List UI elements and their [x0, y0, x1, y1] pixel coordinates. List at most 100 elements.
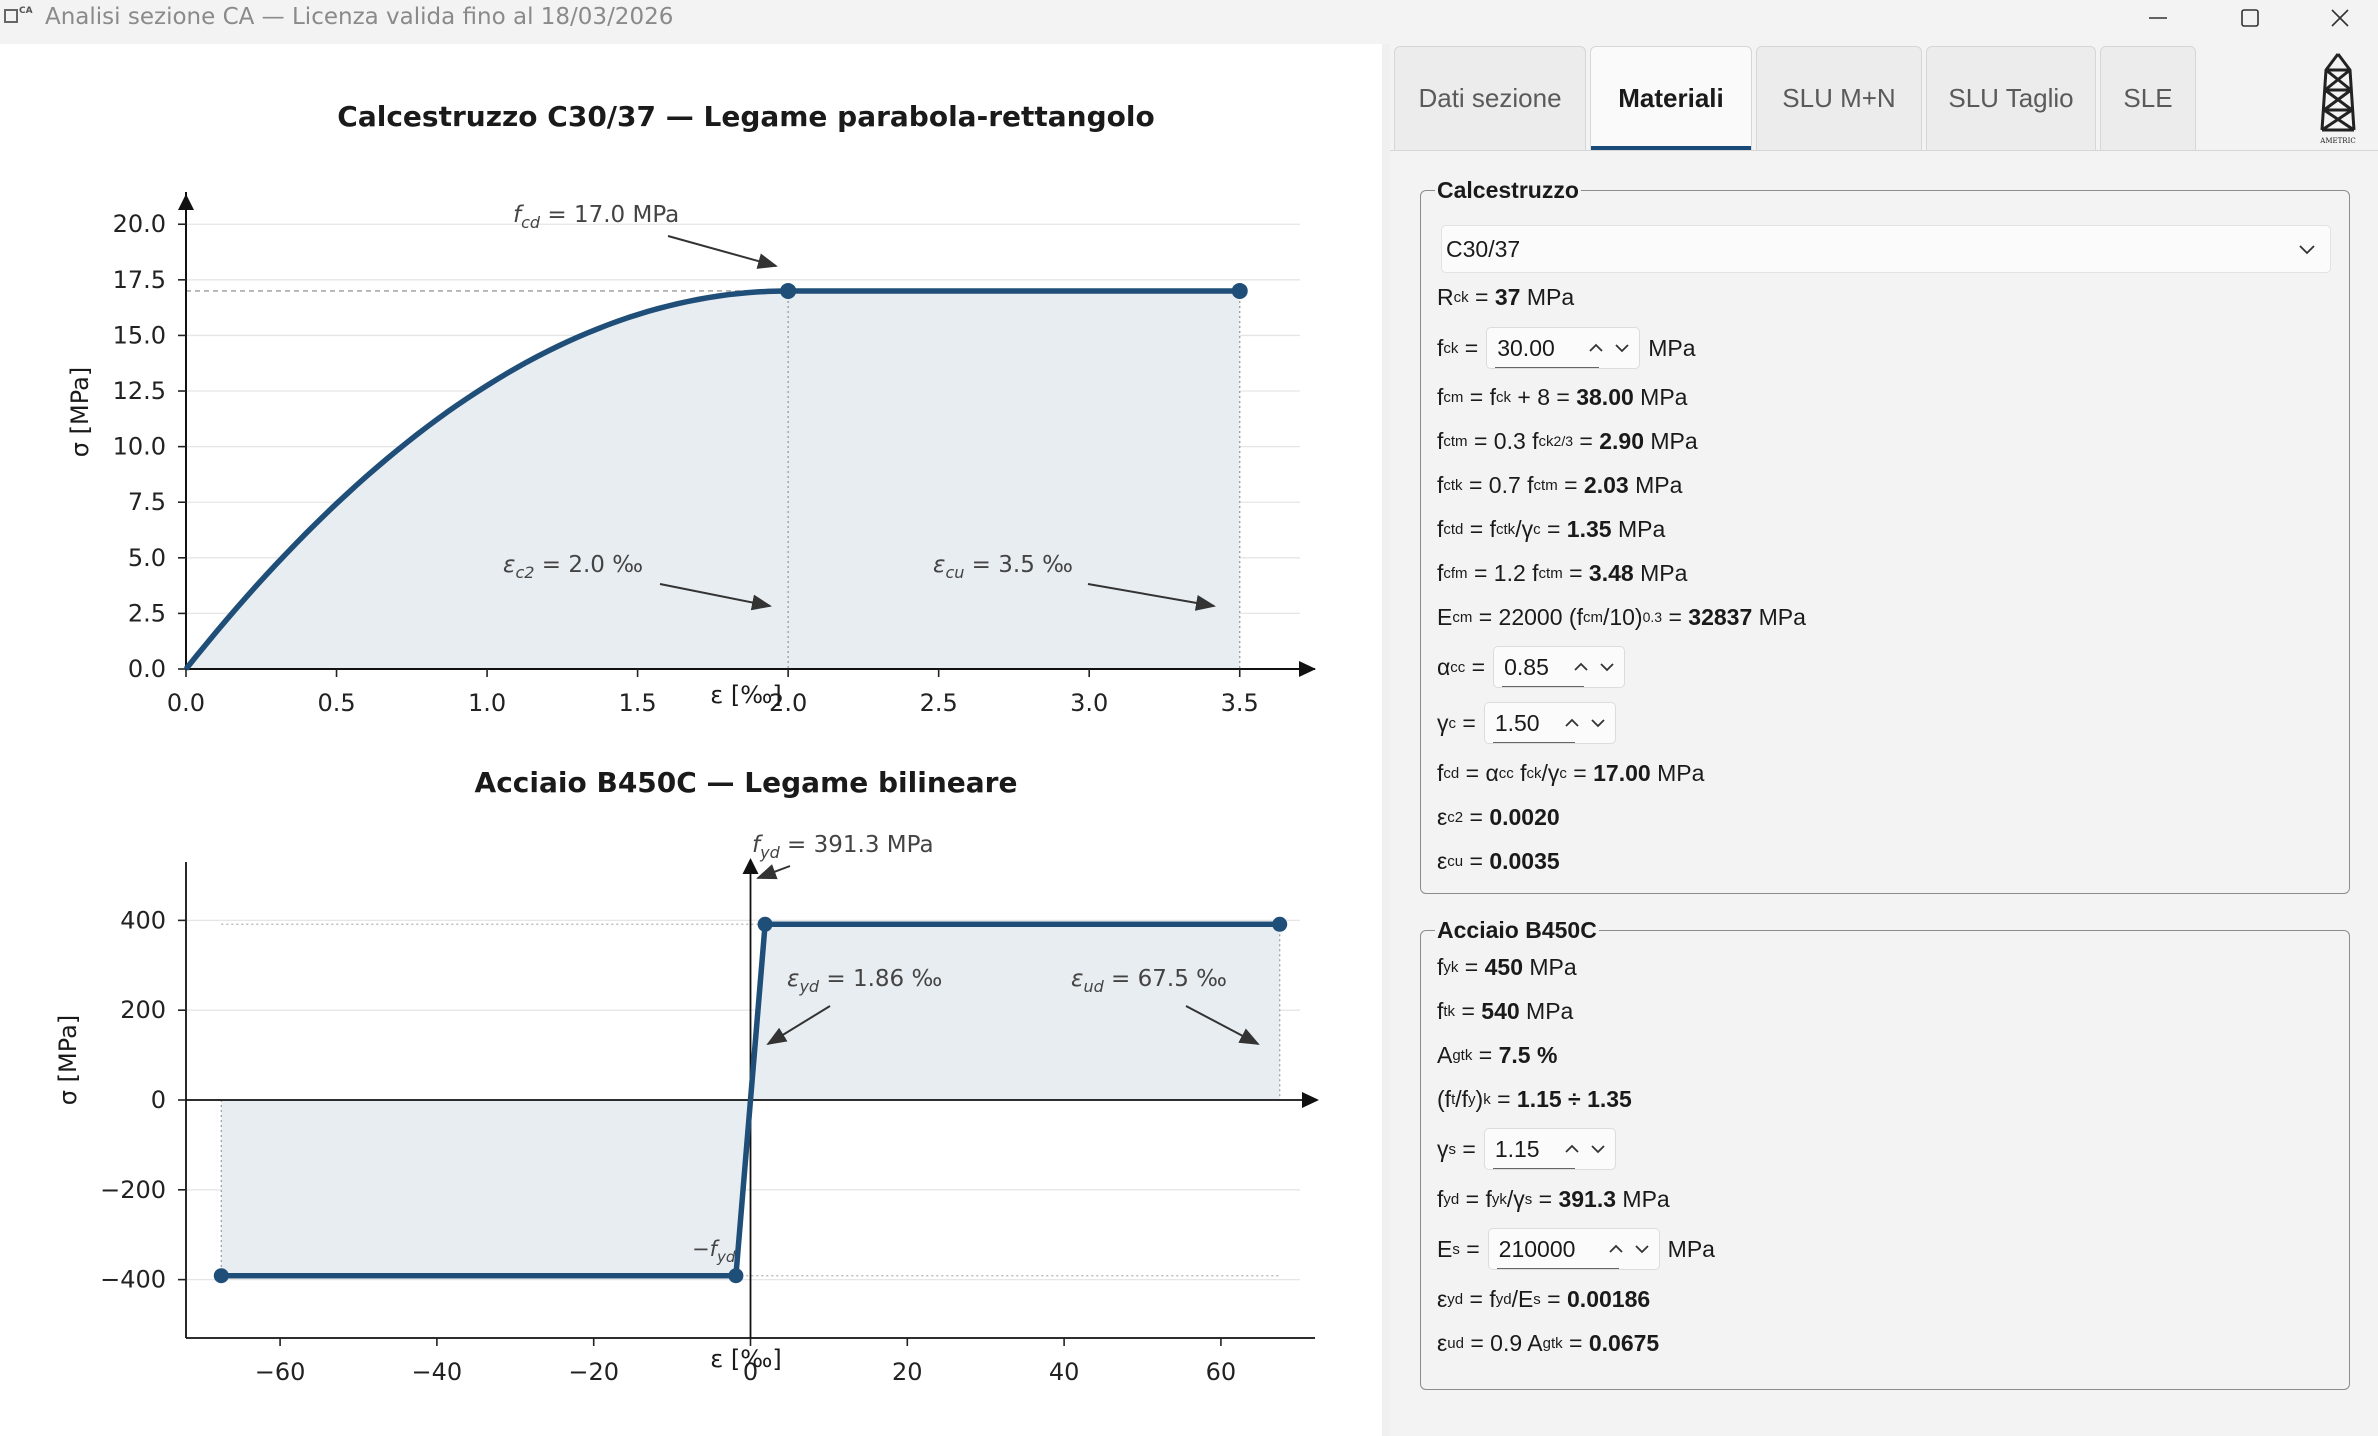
y-tick-label: 17.5	[113, 266, 166, 294]
window-title: Analisi sezione CA — Licenza valida fino…	[45, 4, 674, 30]
x-tick-label: −40	[412, 1358, 463, 1386]
x-tick-label: 0.0	[167, 689, 205, 717]
fcm-row: f cm = f ck + 8 = 38.00 MPa	[1437, 383, 1688, 410]
x-tick-label: 20	[892, 1358, 923, 1386]
gamma-c-spinbox[interactable]: 1.50	[1483, 702, 1616, 744]
svg-text:εud = 67.5 ‰: εud = 67.5 ‰	[1071, 966, 1227, 996]
annotation-minus-fyd: −fyd	[692, 1237, 736, 1266]
y-tick-label: −400	[100, 1266, 166, 1294]
annotation-fyd: fyd = 391.3 MPa	[752, 832, 934, 880]
maximize-button[interactable]	[2215, 0, 2285, 36]
concrete-ylabel: σ [MPa]	[66, 367, 94, 457]
eps-c2-row: ε c2 = 0.0020	[1437, 803, 1560, 830]
alpha-cc-spinbox[interactable]: 0.85	[1493, 646, 1626, 688]
svg-text:εcu = 3.5 ‰: εcu = 3.5 ‰	[933, 552, 1073, 582]
chevron-up-icon[interactable]	[1572, 658, 1590, 676]
svg-text:εyd = 1.86 ‰: εyd = 1.86 ‰	[787, 966, 942, 996]
concrete-chart-title: Calcestruzzo C30/37 — Legame parabola-re…	[337, 100, 1154, 133]
app-icon: CA	[4, 6, 34, 28]
tab-slu-mn[interactable]: SLU M+N	[1756, 46, 1922, 150]
concrete-chart: Calcestruzzo C30/37 — Legame parabola-re…	[66, 100, 1316, 717]
fctd-row: f ctd = f ctk/γ c = 1.35 MPa	[1437, 515, 1666, 542]
x-tick-label: −20	[568, 1358, 619, 1386]
x-tick-label: 0	[743, 1358, 758, 1386]
title-bar: CA Analisi sezione CA — Licenza valida f…	[0, 0, 2378, 44]
chevron-up-icon[interactable]	[1607, 1240, 1625, 1258]
concrete-class-value: C30/37	[1446, 235, 1521, 262]
tab-slu-taglio[interactable]: SLU Taglio	[1926, 46, 2096, 150]
splitter[interactable]	[1382, 44, 1390, 1436]
annotation-eps-ud: εud = 67.5 ‰	[1071, 966, 1260, 1045]
fyk-row: f yk = 450 MPa	[1437, 953, 1577, 980]
chevron-down-icon[interactable]	[1589, 714, 1607, 732]
fck-spinbox[interactable]: 30.00	[1486, 327, 1641, 369]
data-point	[757, 916, 773, 932]
chevron-down-icon[interactable]	[1589, 1140, 1607, 1158]
steel-ylabel: σ [MPa]	[54, 1015, 82, 1105]
x-tick-label: 60	[1206, 1358, 1237, 1386]
chevron-up-icon[interactable]	[1563, 714, 1581, 732]
alpha-cc-row: α cc = 0.85	[1437, 643, 1633, 691]
fyd-row: f yd = f yk/γ s = 391.3 MPa	[1437, 1185, 1670, 1212]
close-icon	[2331, 9, 2349, 27]
chevron-down-icon[interactable]	[1598, 658, 1616, 676]
x-tick-label: 3.5	[1221, 689, 1259, 717]
data-point	[1272, 916, 1288, 932]
eps-cu-row: ε cu = 0.0035	[1437, 847, 1560, 874]
steel-curve	[221, 921, 1280, 1279]
concrete-xlabel: ε [‰]	[710, 681, 782, 709]
gamma-s-spinbox[interactable]: 1.15	[1483, 1128, 1616, 1170]
fck-row: f ck = 30.00 MPa	[1437, 324, 1696, 372]
tab-bar: Dati sezione Materiali SLU M+N SLU Tagli…	[1390, 44, 2378, 152]
x-axis-arrow	[1302, 1092, 1319, 1108]
x-tick-label: 2.0	[769, 689, 807, 717]
charts-canvas: Calcestruzzo C30/37 — Legame parabola-re…	[54, 100, 1319, 1386]
concrete-class-select[interactable]: C30/37	[1441, 225, 2331, 273]
y-tick-label: 20.0	[113, 210, 166, 238]
svg-text:−fyd: −fyd	[692, 1237, 736, 1266]
ft-fy-ratio-row: (f t/f y) k = 1.15 ÷ 1.35	[1437, 1085, 1632, 1112]
annotation-eps-yd: εyd = 1.86 ‰	[766, 966, 942, 1046]
x-tick-label: 3.0	[1070, 689, 1108, 717]
tab-materiali[interactable]: Materiali	[1590, 46, 1752, 150]
es-spinbox[interactable]: 210000	[1487, 1228, 1660, 1270]
fcd-row: f cd = α cc f ck/γ c = 17.00 MPa	[1437, 759, 1705, 786]
maximize-icon	[2241, 9, 2259, 27]
chevron-up-icon[interactable]	[1587, 339, 1605, 357]
y-tick-label: 200	[120, 996, 166, 1024]
chevron-down-icon[interactable]	[1633, 1240, 1651, 1258]
steel-chart: Acciaio B450C — Legame bilineare 4002000…	[54, 766, 1319, 1386]
data-point	[213, 1268, 229, 1284]
x-axis-arrow	[1299, 661, 1316, 677]
tab-dati-sezione[interactable]: Dati sezione	[1394, 46, 1586, 150]
minimize-button[interactable]	[2123, 0, 2193, 36]
y-tick-label: 2.5	[128, 599, 166, 627]
y-tick-label: 0	[151, 1086, 166, 1114]
x-tick-label: 2.5	[920, 689, 958, 717]
concrete-area-fill	[186, 291, 1240, 669]
data-point	[728, 1268, 744, 1284]
tab-sle[interactable]: SLE	[2100, 46, 2196, 150]
y-tick-label: 15.0	[113, 321, 166, 349]
data-point	[780, 282, 797, 299]
concrete-group-title: Calcestruzzo	[1435, 177, 1581, 204]
close-button[interactable]	[2305, 0, 2375, 36]
y-tick-label: 400	[120, 906, 166, 934]
chevron-up-icon[interactable]	[1563, 1140, 1581, 1158]
ametric-logo: AMETRIC	[2319, 53, 2356, 145]
x-tick-label: 0.5	[317, 689, 355, 717]
data-point	[1231, 282, 1248, 299]
chevron-down-icon[interactable]	[1613, 339, 1631, 357]
fcfm-row: f cfm = 1.2 f ctm = 3.48 MPa	[1437, 559, 1688, 586]
x-tick-label: 1.5	[619, 689, 657, 717]
eps-yd-row: ε yd = f yd/E s = 0.00186	[1437, 1285, 1651, 1312]
y-tick-label: 7.5	[128, 488, 166, 516]
ftk-row: f tk = 540 MPa	[1437, 997, 1574, 1024]
annotation-fcd: fcd = 17.0 MPa	[513, 202, 778, 269]
